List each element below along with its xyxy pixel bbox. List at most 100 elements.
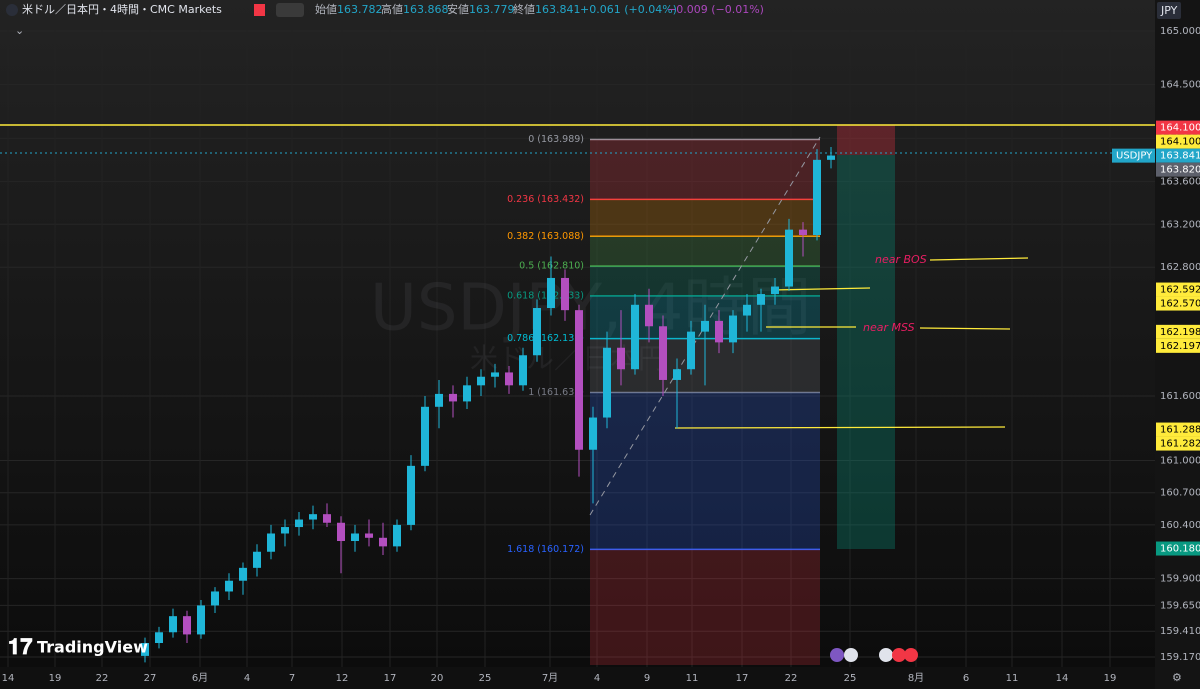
candle-body	[631, 304, 639, 370]
candle-body	[505, 372, 513, 386]
time-label: 19	[1104, 673, 1117, 684]
price-marker	[1156, 120, 1200, 135]
candle-body	[813, 159, 821, 236]
candle-body	[141, 643, 149, 656]
symbol-tag-label: USDJPY	[1116, 151, 1153, 162]
close-label: 終値	[513, 2, 535, 16]
price-marker	[1156, 296, 1200, 311]
candle-body	[491, 372, 499, 377]
price-marker-label: 164.100	[1160, 123, 1200, 134]
candle-body	[575, 310, 583, 450]
low-line	[674, 426, 1006, 429]
time-label: 20	[431, 673, 444, 684]
event-icon[interactable]	[830, 648, 844, 662]
fib-label: 0.5 (162.810)	[519, 261, 584, 272]
annotation: near MSS	[863, 321, 915, 334]
candle-body	[197, 605, 205, 635]
time-label: 4	[594, 673, 600, 684]
fib-label: 1.618 (160.172)	[507, 544, 584, 555]
price-tick-label: 163.200	[1160, 219, 1200, 230]
candle-body	[771, 286, 779, 295]
price-marker	[1156, 324, 1200, 339]
candle-body	[701, 320, 709, 332]
price-tick-label: 161.600	[1160, 391, 1200, 402]
price-marker-label: 160.180	[1160, 544, 1200, 555]
time-label: 8月	[908, 672, 924, 684]
event-icon[interactable]	[904, 648, 918, 662]
time-label: 22	[96, 673, 109, 684]
candle-body	[715, 320, 723, 343]
candle-body	[225, 580, 233, 592]
candle-body	[421, 406, 429, 466]
currency-box[interactable]	[1157, 2, 1181, 19]
price-tick-label: 161.000	[1160, 455, 1200, 466]
price-marker-label: 162.592	[1160, 285, 1200, 296]
open-label: 始値	[315, 2, 337, 16]
time-label: 14	[1056, 673, 1069, 684]
price-tick-label: 163.600	[1160, 176, 1200, 187]
time-label: 25	[844, 673, 857, 684]
price-tick-label: 162.800	[1160, 262, 1200, 273]
fib-label: 0.786 (162.135)	[507, 333, 584, 344]
price-marker	[1156, 541, 1200, 556]
candle-body	[211, 591, 219, 606]
symbol-tag	[1112, 148, 1155, 163]
fib-zone	[590, 549, 820, 665]
fib-label: 0.382 (163.088)	[507, 231, 584, 242]
time-label: 11	[1006, 673, 1019, 684]
price-tick-label: 159.650	[1160, 600, 1200, 611]
price-marker	[1156, 148, 1200, 163]
candle-body	[169, 616, 177, 633]
symbol: 米ドル／日本円・4時間・CMC Markets	[22, 2, 222, 16]
target-zone	[837, 155, 895, 549]
time-label: 11	[686, 673, 699, 684]
low-value: 163.779	[469, 3, 515, 16]
time-label: 7	[289, 673, 295, 684]
collapse[interactable]: ⌄	[15, 24, 24, 37]
candle-body	[589, 417, 597, 450]
candle-body	[729, 315, 737, 343]
candle-body	[659, 326, 667, 380]
fib-zone	[590, 236, 820, 267]
price-tick-label: 159.410	[1160, 626, 1200, 637]
fib-label: 1 (161.633)	[528, 387, 584, 398]
candle-body	[183, 616, 191, 635]
bos-line	[771, 287, 871, 291]
candle-body	[743, 304, 751, 316]
price-marker	[1156, 436, 1200, 451]
close-value: 163.841	[535, 3, 581, 16]
candle-body	[561, 277, 569, 311]
candle-body	[463, 385, 471, 402]
toggle[interactable]	[276, 3, 304, 17]
price-tick-label: 160.700	[1160, 488, 1200, 499]
fib-zone	[590, 199, 820, 237]
candle-body	[645, 304, 653, 327]
event-icon[interactable]	[892, 648, 906, 662]
candle-body	[295, 519, 303, 528]
settings[interactable]: ⚙	[1172, 671, 1182, 684]
price-tick-label: 164.500	[1160, 80, 1200, 91]
event-icon[interactable]	[879, 648, 893, 662]
time-label: 6月	[192, 672, 208, 684]
candle-body	[757, 294, 765, 305]
candle-body	[393, 524, 401, 547]
candle-body	[435, 393, 443, 407]
price-tick-label: 159.900	[1160, 574, 1200, 585]
time-label: 4	[244, 673, 250, 684]
price-tick-label: 160.400	[1160, 520, 1200, 531]
candle-body	[239, 567, 247, 581]
candle-body	[351, 533, 359, 542]
candle-body	[603, 347, 611, 418]
price-marker	[1156, 282, 1200, 297]
candle-body	[309, 514, 317, 520]
price-tick-label: 165.000	[1160, 26, 1200, 37]
fib-zone	[590, 139, 820, 200]
high-value: 163.868	[403, 3, 449, 16]
symbol-icon[interactable]	[6, 4, 18, 16]
stop-zone	[837, 125, 895, 155]
flag[interactable]	[254, 4, 265, 16]
event-icon[interactable]	[844, 648, 858, 662]
candle-body	[687, 331, 695, 370]
change2: −0.009 (−0.01%)	[667, 3, 764, 16]
